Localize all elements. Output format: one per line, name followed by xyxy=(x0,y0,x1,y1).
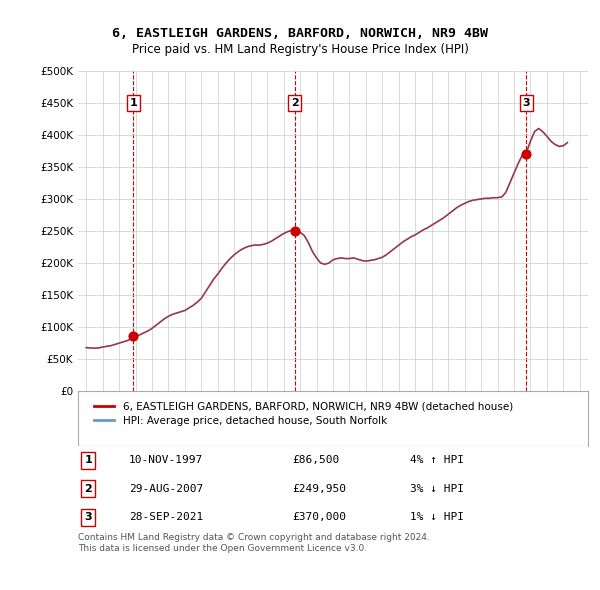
Text: 1: 1 xyxy=(85,455,92,466)
Text: 10-NOV-1997: 10-NOV-1997 xyxy=(129,455,203,466)
Text: Contains HM Land Registry data © Crown copyright and database right 2024.
This d: Contains HM Land Registry data © Crown c… xyxy=(78,533,430,552)
Text: 3: 3 xyxy=(85,512,92,522)
Text: 2: 2 xyxy=(290,98,298,108)
Text: 6, EASTLEIGH GARDENS, BARFORD, NORWICH, NR9 4BW: 6, EASTLEIGH GARDENS, BARFORD, NORWICH, … xyxy=(112,27,488,40)
Text: 3% ↓ HPI: 3% ↓ HPI xyxy=(409,484,464,494)
Text: 2: 2 xyxy=(85,484,92,494)
Text: 1: 1 xyxy=(130,98,137,108)
Text: £249,950: £249,950 xyxy=(292,484,346,494)
Text: 1% ↓ HPI: 1% ↓ HPI xyxy=(409,512,464,522)
Point xyxy=(128,331,138,340)
Text: Price paid vs. HM Land Registry's House Price Index (HPI): Price paid vs. HM Land Registry's House … xyxy=(131,43,469,56)
Point xyxy=(521,149,531,159)
Legend: 6, EASTLEIGH GARDENS, BARFORD, NORWICH, NR9 4BW (detached house), HPI: Average p: 6, EASTLEIGH GARDENS, BARFORD, NORWICH, … xyxy=(88,396,518,431)
Text: £86,500: £86,500 xyxy=(292,455,340,466)
Text: 28-SEP-2021: 28-SEP-2021 xyxy=(129,512,203,522)
Text: 4% ↑ HPI: 4% ↑ HPI xyxy=(409,455,464,466)
Text: £370,000: £370,000 xyxy=(292,512,346,522)
Text: 29-AUG-2007: 29-AUG-2007 xyxy=(129,484,203,494)
Text: 3: 3 xyxy=(523,98,530,108)
Point xyxy=(290,227,299,236)
